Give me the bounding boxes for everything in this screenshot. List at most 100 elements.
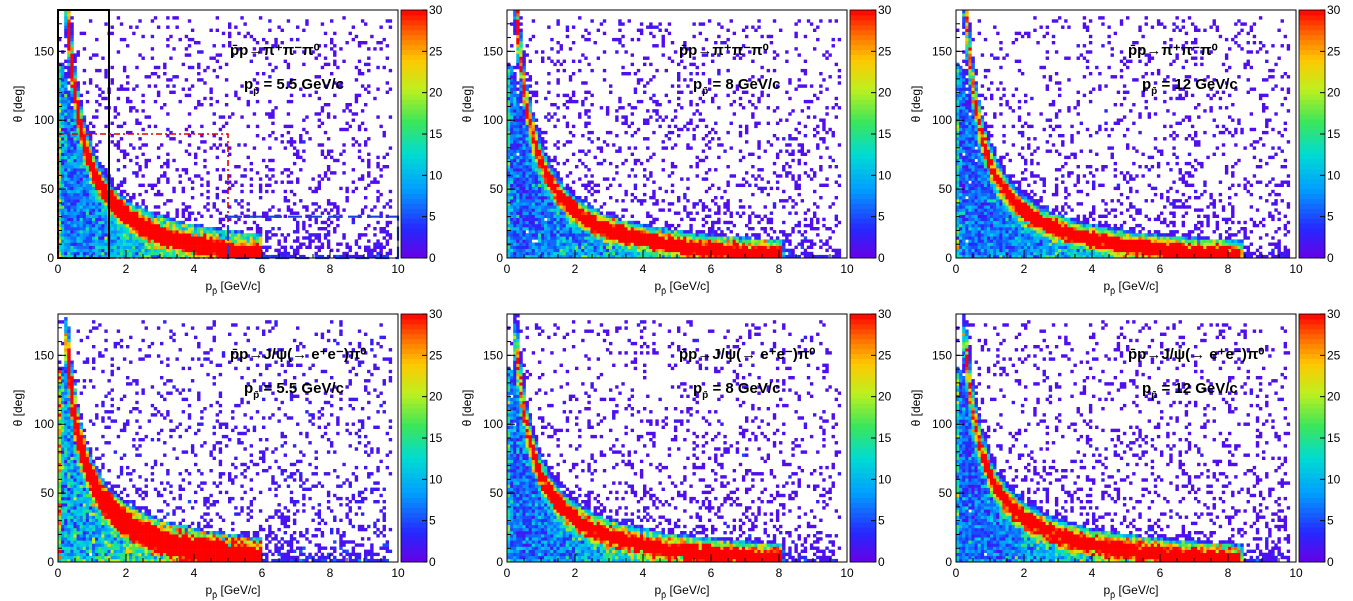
histogram-bin — [280, 41, 284, 45]
histogram-bin — [126, 214, 130, 218]
histogram-bin — [612, 214, 616, 218]
histogram-bin — [166, 239, 170, 243]
histogram-bin — [190, 37, 195, 42]
histogram-bin — [525, 214, 529, 218]
histogram-bin — [76, 233, 80, 237]
histogram-bin — [766, 239, 771, 243]
histogram-bin — [360, 84, 365, 88]
histogram-bin — [633, 242, 638, 246]
histogram-bin — [673, 248, 678, 253]
histogram-bin — [516, 248, 520, 253]
histogram-bin — [379, 174, 383, 178]
histogram-bin — [667, 239, 672, 243]
histogram-bin — [568, 233, 573, 237]
histogram-bin — [537, 174, 542, 178]
histogram-bin — [76, 106, 80, 110]
histogram-bin — [698, 96, 703, 101]
histogram-bin — [200, 239, 204, 243]
histogram-bin — [138, 236, 142, 240]
histogram-bin — [785, 254, 789, 259]
histogram-bin — [76, 223, 80, 228]
histogram-bin — [163, 248, 167, 253]
histogram-bin — [624, 189, 628, 194]
histogram-bin — [677, 230, 681, 234]
histogram-bin — [172, 251, 176, 256]
histogram-bin — [510, 96, 514, 101]
histogram-bin — [373, 254, 377, 259]
histogram-bin — [513, 143, 517, 147]
histogram-bin — [255, 239, 260, 243]
histogram-bin — [160, 227, 164, 231]
histogram-bin — [627, 248, 631, 253]
histogram-bin — [785, 236, 789, 240]
histogram-bin — [132, 233, 136, 237]
histogram-bin — [339, 152, 343, 156]
colorbar-segment — [401, 183, 427, 189]
histogram-bin — [153, 211, 158, 215]
histogram-bin — [618, 239, 622, 243]
histogram-bin — [550, 254, 554, 259]
histogram-bin — [516, 227, 520, 231]
colorbar-segment — [401, 44, 427, 51]
histogram-bin — [627, 230, 631, 234]
histogram-bin — [707, 239, 712, 243]
histogram-bin — [122, 245, 127, 249]
histogram-bin — [559, 236, 563, 240]
histogram-bin — [58, 211, 62, 215]
histogram-bin — [64, 146, 68, 150]
histogram-bin — [547, 189, 551, 194]
histogram-bin — [544, 140, 548, 144]
histogram-bin — [618, 217, 622, 222]
histogram-bin — [531, 158, 536, 163]
histogram-bin — [156, 233, 161, 237]
histogram-bin — [98, 220, 102, 225]
histogram-bin — [553, 227, 557, 231]
histogram-bin — [61, 177, 65, 181]
histogram-bin — [522, 186, 526, 191]
histogram-bin — [209, 90, 213, 94]
histogram-bin — [692, 251, 696, 256]
histogram-bin — [73, 242, 77, 246]
histogram-bin — [701, 245, 706, 249]
histogram-bin — [61, 90, 65, 94]
histogram-bin — [215, 192, 220, 197]
histogram-bin — [788, 152, 792, 156]
histogram-bin — [351, 220, 356, 225]
histogram-bin — [745, 233, 749, 237]
histogram-bin — [630, 112, 635, 116]
histogram-bin — [330, 47, 334, 51]
histogram-bin — [274, 137, 278, 141]
histogram-bin — [268, 134, 272, 138]
histogram-bin — [61, 254, 65, 259]
histogram-bin — [507, 134, 511, 138]
histogram-bin — [782, 248, 786, 253]
histogram-bin — [85, 143, 90, 147]
histogram-bin — [571, 93, 576, 98]
histogram-bin — [67, 174, 71, 178]
histogram-bin — [537, 137, 542, 141]
histogram-bin — [292, 161, 297, 166]
histogram-bin — [58, 233, 62, 237]
histogram-bin — [738, 205, 743, 209]
histogram-bin — [711, 137, 715, 141]
histogram-bin — [187, 44, 192, 48]
histogram-bin — [367, 137, 371, 141]
histogram-bin — [565, 124, 570, 129]
histogram-bin — [82, 31, 87, 36]
histogram-bin — [345, 199, 349, 203]
histogram-bin — [766, 248, 771, 253]
histogram-bin — [166, 248, 170, 253]
histogram-bin — [525, 130, 529, 135]
histogram-bin — [286, 208, 291, 212]
histogram-bin — [73, 211, 77, 215]
histogram-bin — [70, 189, 74, 194]
histogram-bin — [692, 202, 696, 206]
histogram-bin — [652, 192, 656, 197]
histogram-bin — [800, 109, 805, 113]
histogram-bin — [388, 220, 393, 225]
histogram-bin — [364, 233, 368, 237]
histogram-bin — [655, 103, 659, 107]
histogram-bin — [184, 47, 189, 51]
histogram-bin — [556, 118, 560, 122]
histogram-bin — [593, 239, 597, 243]
